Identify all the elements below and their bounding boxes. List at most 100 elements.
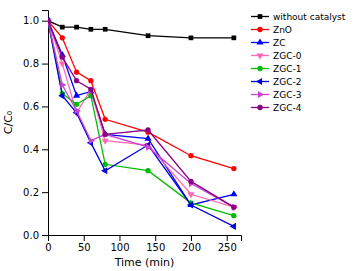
point bbox=[232, 204, 238, 211]
legend-label: ZGC-2 bbox=[273, 77, 301, 87]
y-axis: 0.0 0.2 0.4 0.6 0.8 1.0 bbox=[23, 11, 48, 241]
point bbox=[145, 134, 152, 140]
legend-entry: ZnO bbox=[251, 25, 292, 35]
legend-symbol bbox=[256, 38, 263, 44]
point bbox=[48, 17, 52, 24]
y-axis-title: C/C₀ bbox=[2, 110, 15, 134]
tick-label: 50 bbox=[78, 242, 91, 253]
tick-label: 0 bbox=[45, 242, 51, 253]
point bbox=[188, 153, 193, 158]
point bbox=[187, 192, 194, 198]
series bbox=[48, 18, 236, 218]
tick: 1.0 bbox=[23, 15, 48, 26]
legend-label: ZGC-3 bbox=[273, 90, 301, 100]
tick-mark bbox=[119, 235, 120, 241]
tick-label: 0.0 bbox=[23, 230, 39, 241]
point bbox=[146, 144, 152, 151]
line bbox=[48, 21, 234, 38]
point bbox=[230, 190, 237, 196]
tick-mark bbox=[42, 235, 48, 236]
series bbox=[48, 17, 238, 211]
legend-symbol bbox=[257, 105, 262, 110]
tick-mark bbox=[155, 235, 156, 241]
legend: without catalyst ZnO ZC ZGC-0 ZGC-1 ZGC-2 ZGC-… bbox=[251, 12, 346, 113]
line bbox=[48, 21, 234, 169]
tick-mark bbox=[84, 235, 85, 241]
point bbox=[88, 78, 93, 83]
point bbox=[73, 92, 80, 98]
line bbox=[48, 21, 234, 207]
legend-label: ZC bbox=[273, 38, 285, 48]
tick-label: 0.8 bbox=[23, 58, 39, 69]
point bbox=[189, 36, 194, 41]
legend-entry: ZGC-2 bbox=[251, 77, 301, 87]
x-axis-title: Time (min) bbox=[114, 256, 175, 269]
legend-symbol bbox=[256, 78, 262, 85]
point bbox=[89, 27, 94, 32]
legend-entry: ZC bbox=[251, 38, 285, 48]
point bbox=[48, 18, 51, 23]
series bbox=[48, 17, 237, 207]
marks bbox=[48, 17, 238, 230]
tick: 0.6 bbox=[23, 101, 48, 112]
tick: 250 bbox=[218, 235, 237, 253]
tick-label: 200 bbox=[182, 242, 201, 253]
series bbox=[48, 19, 237, 212]
tick: 0.0 bbox=[23, 230, 48, 241]
tick-mark bbox=[42, 192, 48, 193]
tick-mark bbox=[42, 64, 48, 65]
tick-label: 0.6 bbox=[23, 101, 39, 112]
point bbox=[102, 139, 109, 145]
line bbox=[48, 21, 234, 207]
tick-label: 0.2 bbox=[23, 187, 39, 198]
legend-entry: without catalyst bbox=[251, 12, 346, 22]
point bbox=[74, 69, 79, 74]
tick: 150 bbox=[146, 235, 165, 253]
point bbox=[60, 81, 66, 88]
legend-entry: ZGC-3 bbox=[251, 90, 301, 100]
line bbox=[48, 21, 234, 216]
tick: 0.4 bbox=[23, 144, 48, 155]
tick-label: 1.0 bbox=[23, 15, 39, 26]
legend-symbol bbox=[256, 53, 263, 59]
tick: 50 bbox=[78, 235, 91, 253]
point bbox=[74, 25, 79, 30]
point bbox=[48, 18, 51, 23]
tick-mark bbox=[191, 235, 192, 241]
tick: 0.8 bbox=[23, 58, 48, 69]
point bbox=[60, 35, 65, 40]
point bbox=[146, 33, 151, 38]
series bbox=[48, 18, 236, 40]
series bbox=[48, 18, 236, 210]
legend-label: ZnO bbox=[273, 25, 292, 35]
axis-line bbox=[49, 236, 242, 242]
line bbox=[48, 21, 234, 205]
tick-label: 250 bbox=[218, 242, 237, 253]
point bbox=[103, 27, 108, 32]
legend-symbol bbox=[258, 14, 263, 19]
point bbox=[103, 117, 108, 122]
x-axis: 050100150200250 bbox=[45, 235, 241, 253]
legend-symbol bbox=[257, 27, 262, 32]
point bbox=[232, 36, 237, 41]
point bbox=[231, 166, 236, 171]
tick: 200 bbox=[182, 235, 201, 253]
tick: 0 bbox=[45, 235, 51, 253]
tick-mark bbox=[42, 149, 48, 150]
point bbox=[101, 167, 107, 174]
point bbox=[75, 107, 81, 114]
tick: 0.2 bbox=[23, 187, 48, 198]
point bbox=[103, 132, 108, 137]
legend-entry: ZGC-4 bbox=[251, 103, 302, 113]
legend-label: ZGC-1 bbox=[273, 64, 301, 74]
point bbox=[58, 92, 64, 99]
line bbox=[48, 21, 234, 227]
axis-line bbox=[42, 11, 49, 236]
plot: 0501001502002500.00.20.40.60.81.0Time (m… bbox=[2, 11, 346, 270]
point bbox=[48, 18, 50, 23]
legend-entry: ZGC-0 bbox=[251, 51, 302, 61]
point bbox=[89, 137, 95, 144]
point bbox=[88, 87, 93, 92]
point bbox=[145, 127, 150, 132]
series bbox=[48, 17, 236, 230]
